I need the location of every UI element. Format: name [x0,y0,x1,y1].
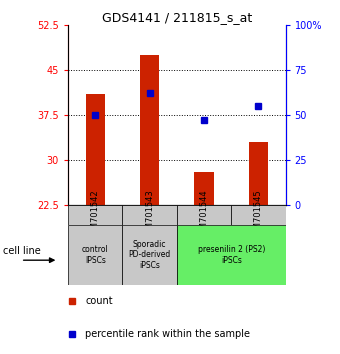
Bar [68,225,122,285]
Text: count: count [85,296,113,306]
Bar [177,225,286,285]
Bar [122,205,177,225]
Text: presenilin 2 (PS2)
iPSCs: presenilin 2 (PS2) iPSCs [198,245,265,264]
Bar [231,205,286,225]
Bar [86,94,105,205]
Bar [140,55,159,205]
Text: percentile rank within the sample: percentile rank within the sample [85,329,250,339]
Text: cell line: cell line [3,246,41,256]
Bar [249,142,268,205]
Text: GSM701544: GSM701544 [200,190,208,240]
Text: GSM701542: GSM701542 [91,190,100,240]
Bar [177,205,231,225]
Text: GSM701545: GSM701545 [254,190,263,240]
Bar [68,205,122,225]
Title: GDS4141 / 211815_s_at: GDS4141 / 211815_s_at [102,11,252,24]
Text: GSM701543: GSM701543 [145,190,154,240]
Bar [194,172,214,205]
Text: control
IPSCs: control IPSCs [82,245,108,264]
Bar [122,225,177,285]
Text: Sporadic
PD-derived
iPSCs: Sporadic PD-derived iPSCs [129,240,171,270]
